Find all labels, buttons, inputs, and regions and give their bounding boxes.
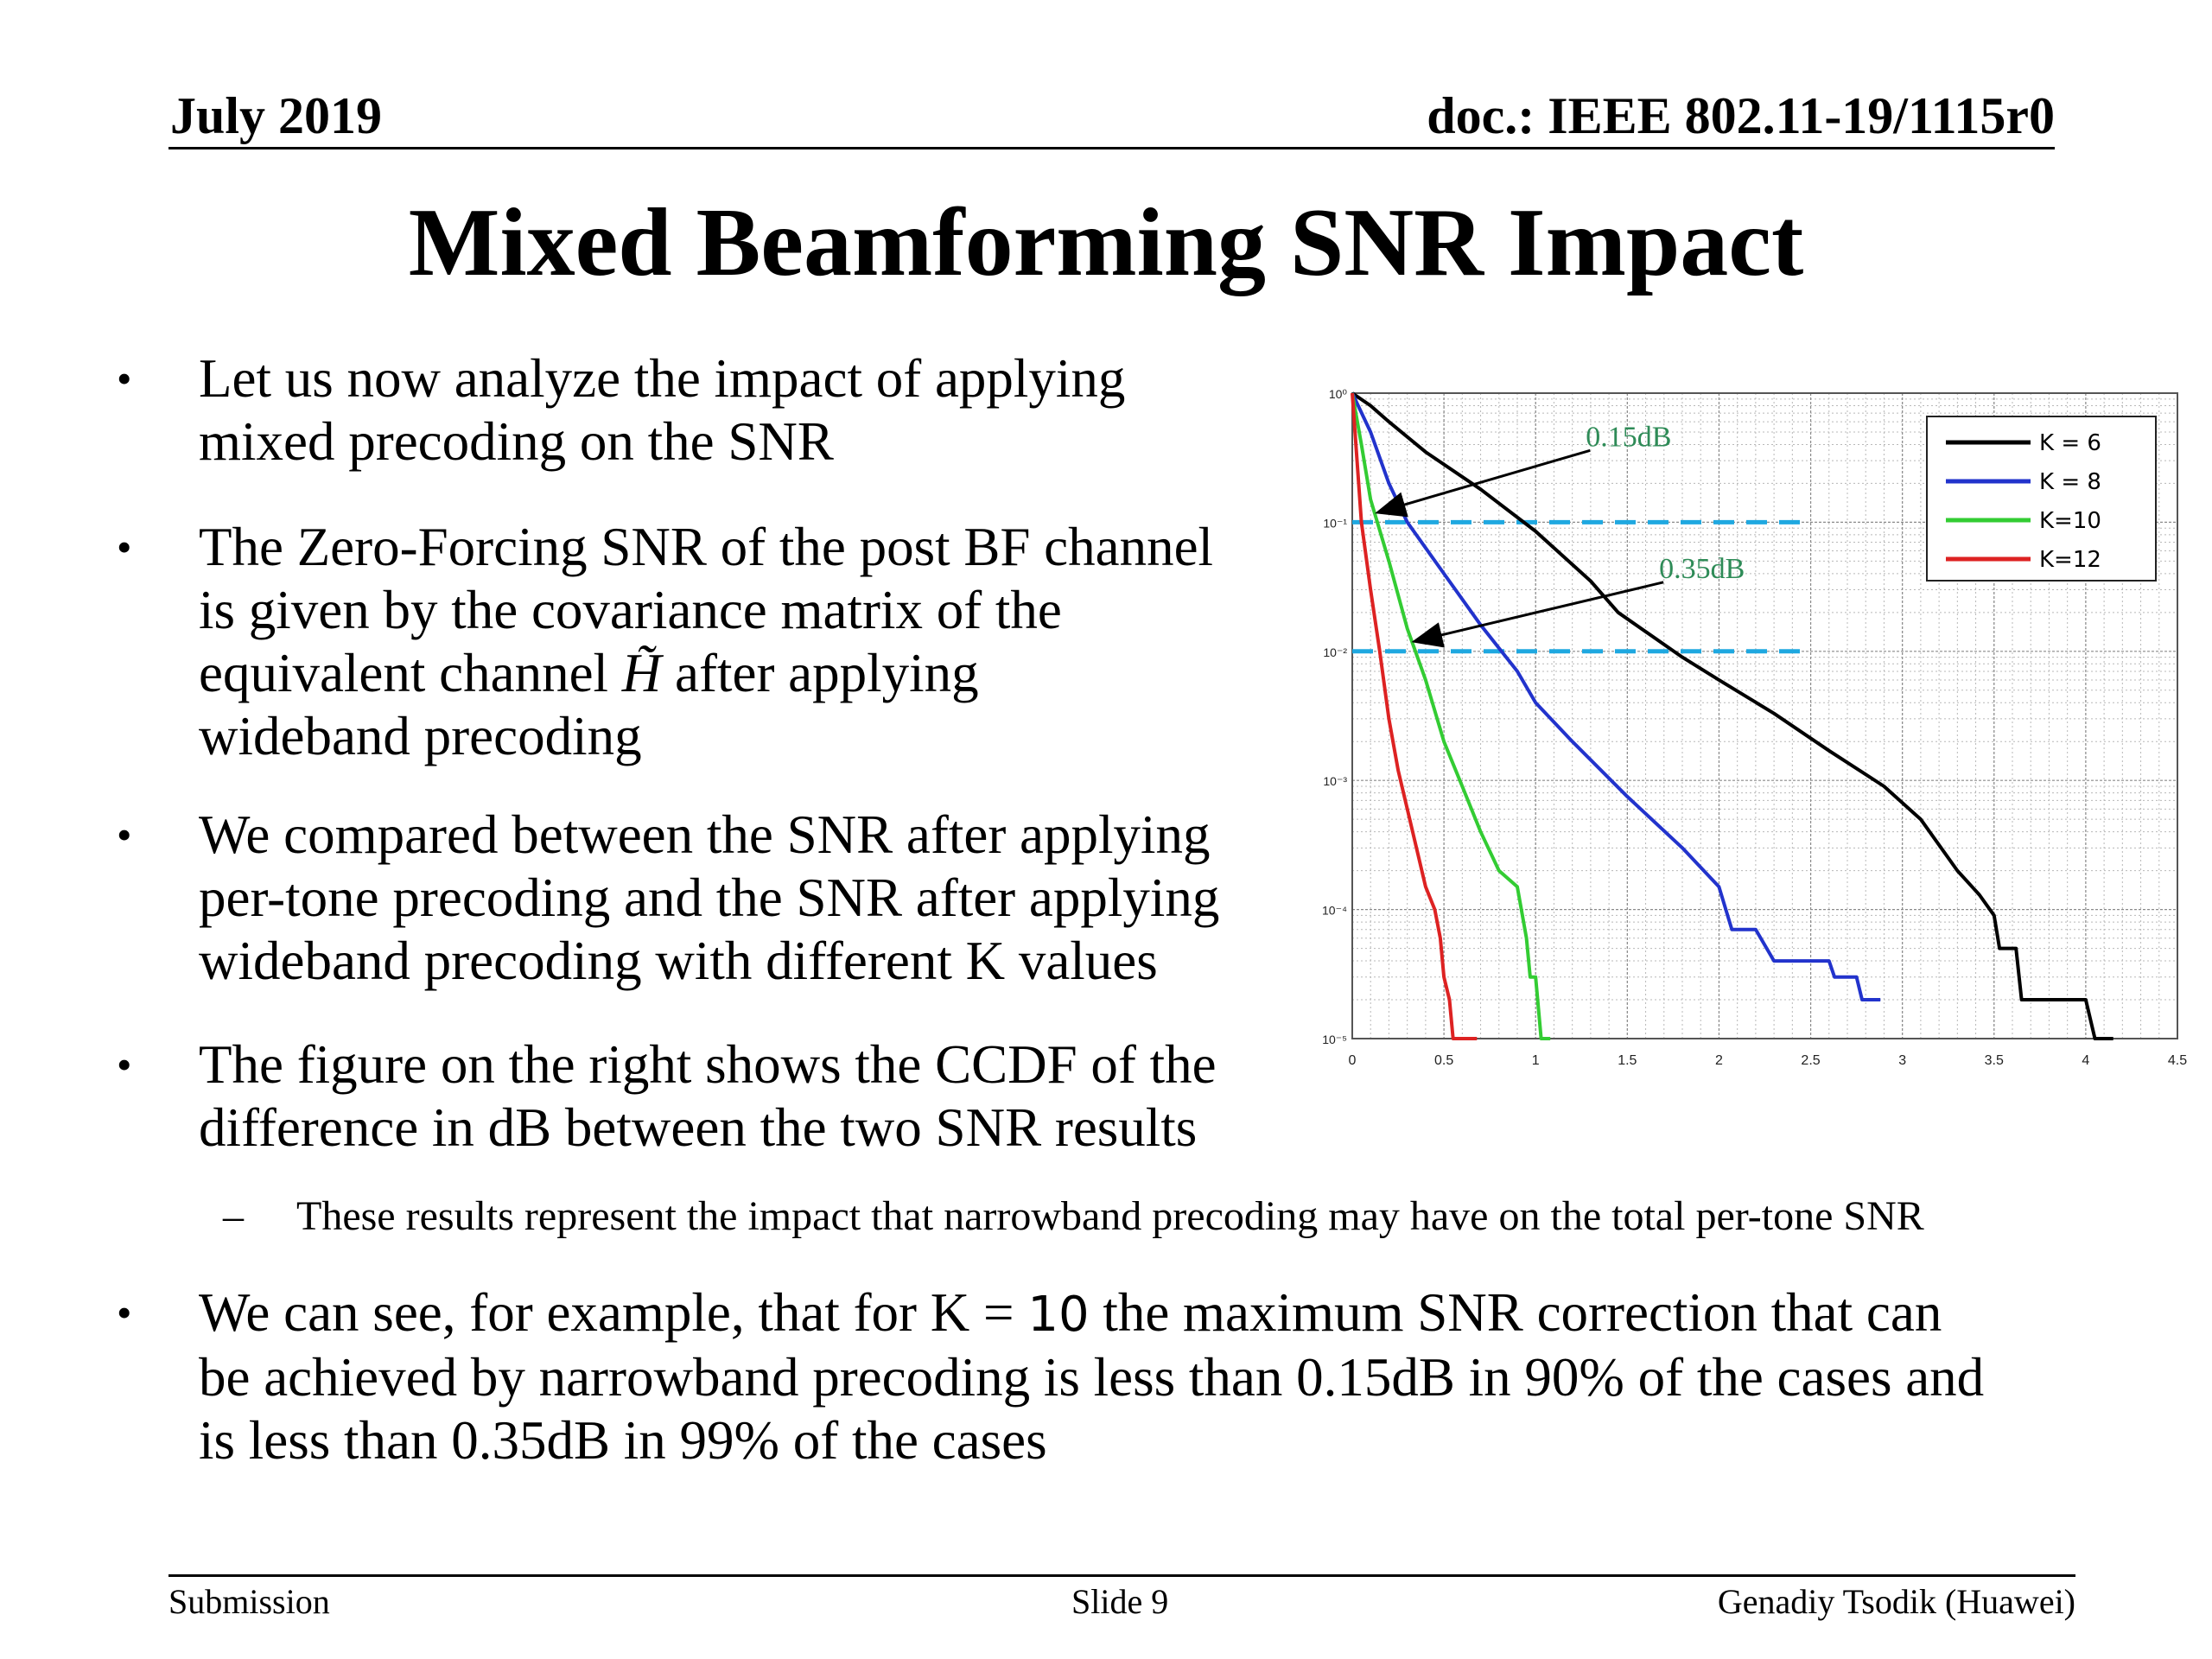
sub-bullet-text: These results represent the impact that … [296, 1193, 1924, 1239]
bullet-marker: • [117, 1288, 132, 1337]
y-tick-label: 10⁻² [1323, 645, 1347, 659]
header-divider [168, 147, 2055, 149]
bullet-1-line-1: Let us now analyze the impact of applyin… [199, 348, 1126, 409]
x-tick-label: 2.5 [1801, 1053, 1820, 1068]
legend-label: K=10 [2039, 508, 2101, 534]
y-tick-label: 10⁻³ [1323, 774, 1347, 788]
bullet-3-line-3: wideband precoding with different K valu… [199, 931, 1158, 991]
bullet-4-line-2: difference in dB between the two SNR res… [199, 1097, 1198, 1158]
footer-slide-number: Slide 9 [1071, 1582, 1169, 1621]
bullet-4-line-1: The figure on the right shows the CCDF o… [199, 1034, 1217, 1095]
bullet-marker: • [117, 523, 132, 571]
x-tick-label: 3 [1898, 1053, 1906, 1068]
ccdf-chart: 0 0.5 1 1.5 2 2.5 3 3.5 4 4.5 10⁰ 10⁻¹ 10⁻² 10⁻³ 10⁻⁴ 1… [1322, 387, 2187, 1068]
k-value: 10 [1027, 1287, 1090, 1343]
footer-divider [168, 1574, 2075, 1577]
x-tick-label: 1 [1532, 1053, 1540, 1068]
y-tick-label: 10⁰ [1329, 387, 1348, 401]
footer-author: Genadiy Tsodik (Huawei) [1717, 1582, 2075, 1621]
bullet-3-line-2: per-tone precoding and the SNR after app… [199, 868, 1220, 928]
bullet-5-line-1: We can see, for example, that for K = 10… [199, 1281, 1984, 1346]
x-tick-label: 3.5 [1985, 1053, 2004, 1068]
footer-submission: Submission [168, 1582, 330, 1621]
series-line [1351, 392, 1551, 1040]
sub-bullet-marker: – [223, 1193, 244, 1239]
legend-label: K = 6 [2039, 430, 2101, 456]
bullet-2-line-2: is given by the covariance matrix of the [199, 580, 1062, 640]
series-line [1351, 392, 1881, 1001]
x-tick-label: 1.5 [1618, 1053, 1637, 1068]
bullet-1-line-2: mixed precoding on the SNR [199, 411, 834, 472]
bullet-2-line-1: The Zero-Forcing SNR of the post BF chan… [199, 517, 1214, 577]
annotation-arrow [1375, 448, 1591, 518]
x-tick-label: 2 [1715, 1053, 1723, 1068]
bullet-2-suffix: after applying [675, 643, 979, 703]
annotation-label: 0.35dB [1659, 553, 1745, 585]
x-tick-label: 4.5 [2168, 1053, 2187, 1068]
bullet-2-line-3: equivalent channel H̃ after applying [199, 642, 1213, 705]
y-tick-label: 10⁻⁵ [1322, 1033, 1347, 1046]
bullet-marker: • [117, 1040, 132, 1089]
legend-label: K = 8 [2039, 469, 2101, 495]
series-line [1351, 391, 2113, 1040]
annotation-arrow [1411, 581, 1664, 648]
header-date: July 2019 [170, 87, 383, 144]
x-tick-label: 0 [1349, 1053, 1357, 1068]
bullet-5-prefix: We can see, for example, that for K = [199, 1282, 1028, 1343]
x-tick-label: 0.5 [1434, 1053, 1453, 1068]
channel-symbol: H̃ [621, 643, 662, 703]
series-line [1351, 392, 1478, 1040]
bullet-5-line-3: is less than 0.35dB in 99% of the cases [199, 1410, 1047, 1471]
bullet-marker: • [117, 810, 132, 859]
legend-label: K=12 [2039, 547, 2101, 573]
y-tick-label: 10⁻¹ [1323, 516, 1347, 530]
plot-frame [1351, 392, 2178, 1039]
bullet-marker: • [117, 354, 132, 403]
bullet-5-suffix: the maximum SNR correction that can [1089, 1282, 1942, 1343]
header-doc-id: doc.: IEEE 802.11-19/1115r0 [1427, 87, 2055, 144]
bullet-2-prefix: equivalent channel [199, 643, 622, 703]
x-tick-label: 4 [2082, 1053, 2089, 1068]
y-tick-label: 10⁻⁴ [1322, 904, 1347, 918]
bullet-2-line-4: wideband precoding [199, 706, 642, 766]
annotation-label: 0.15dB [1586, 421, 1671, 453]
slide-title: Mixed Beamforming SNR Impact [408, 189, 1804, 296]
bullet-3-line-1: We compared between the SNR after applyi… [199, 804, 1211, 865]
bullet-5-line-2: be achieved by narrowband precoding is l… [199, 1347, 1985, 1408]
